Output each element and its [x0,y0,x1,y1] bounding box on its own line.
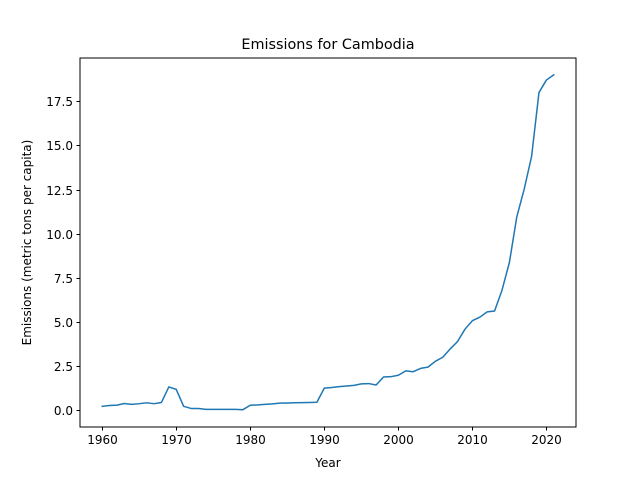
plot-area [79,57,577,428]
y-tick-label: 15.0 [46,139,73,153]
x-tick-label: 2020 [531,433,562,447]
axes-frame [79,57,577,428]
y-tick-label: 2.5 [54,360,73,374]
y-tick-label: 7.5 [54,272,73,286]
y-tick-label: 10.0 [46,228,73,242]
y-tick-label: 0.0 [54,404,73,418]
y-axis: 0.0 2.5 5.0 7.5 10.0 12.5 15.0 17.5 [46,95,80,418]
x-tick-label: 1960 [87,433,118,447]
x-tick-label: 2000 [383,433,414,447]
y-tick-label: 12.5 [46,184,73,198]
y-axis-label: Emissions (metric tons per capita) [20,140,34,346]
x-tick-label: 1980 [235,433,266,447]
x-axis: 1960 1970 1980 1990 2000 2010 2020 [87,427,562,447]
y-tick-label: 17.5 [46,95,73,109]
chart-title: Emissions for Cambodia [241,37,414,53]
y-tick-label: 5.0 [54,316,73,330]
x-tick-label: 2010 [457,433,488,447]
x-tick-label: 1970 [161,433,192,447]
series-line [101,73,555,411]
x-axis-label: Year [314,456,340,470]
x-tick-label: 1990 [309,433,340,447]
